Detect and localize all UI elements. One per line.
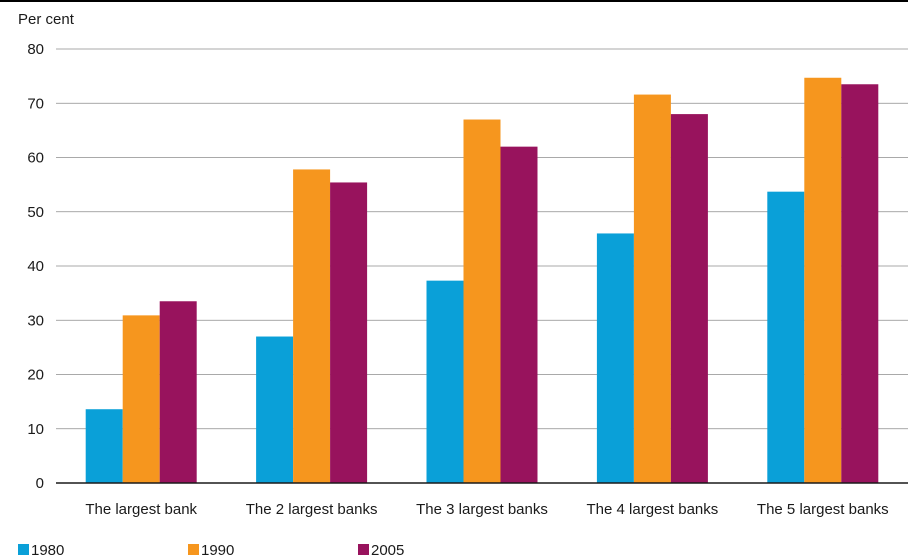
bar-1980-4 [596, 233, 634, 483]
x-category-label: The 4 largest banks [587, 501, 719, 518]
bar-1990-3 [463, 119, 501, 484]
x-category-label: The largest bank [85, 501, 197, 518]
y-axis-ticks: 0 10 20 30 40 50 60 70 80 [27, 41, 44, 492]
legend-label-1990: 1990 [201, 542, 234, 559]
legend-swatch-2005 [358, 544, 369, 555]
bar-2005-3 [500, 146, 538, 483]
legend-label-1980: 1980 [31, 542, 64, 559]
bar-2005-2 [330, 182, 368, 483]
y-tick-label: 50 [27, 204, 44, 221]
y-tick-label: 0 [36, 475, 44, 492]
bar-2005-4 [670, 114, 708, 483]
bar-2005-5 [841, 84, 879, 483]
bar-1990-5 [804, 77, 842, 483]
bar-1980-3 [426, 280, 464, 483]
bar-1980-1 [85, 409, 123, 483]
legend-swatch-1990 [188, 544, 199, 555]
legend-swatch-1980 [18, 544, 29, 555]
x-category-label: The 5 largest banks [757, 501, 889, 518]
bar-1990-4 [633, 94, 671, 483]
legend: 1980 1990 2005 [18, 542, 404, 559]
bars [85, 77, 879, 484]
y-tick-label: 80 [27, 41, 44, 58]
y-tick-label: 30 [27, 312, 44, 329]
y-tick-label: 10 [27, 421, 44, 438]
bar-1990-2 [293, 169, 331, 483]
bar-2005-1 [159, 301, 197, 483]
y-tick-label: 40 [27, 258, 44, 275]
y-tick-label: 20 [27, 367, 44, 384]
bar-1990-1 [122, 315, 160, 483]
x-category-label: The 2 largest banks [246, 501, 378, 518]
y-unit-label: Per cent [18, 11, 75, 28]
y-tick-label: 60 [27, 150, 44, 167]
legend-label-2005: 2005 [371, 542, 404, 559]
x-category-label: The 3 largest banks [416, 501, 548, 518]
bar-1980-5 [767, 191, 805, 484]
x-axis-category-labels: The largest bank The 2 largest banks The 3… [85, 501, 888, 518]
y-tick-label: 70 [27, 95, 44, 112]
bar-1980-2 [256, 336, 294, 483]
